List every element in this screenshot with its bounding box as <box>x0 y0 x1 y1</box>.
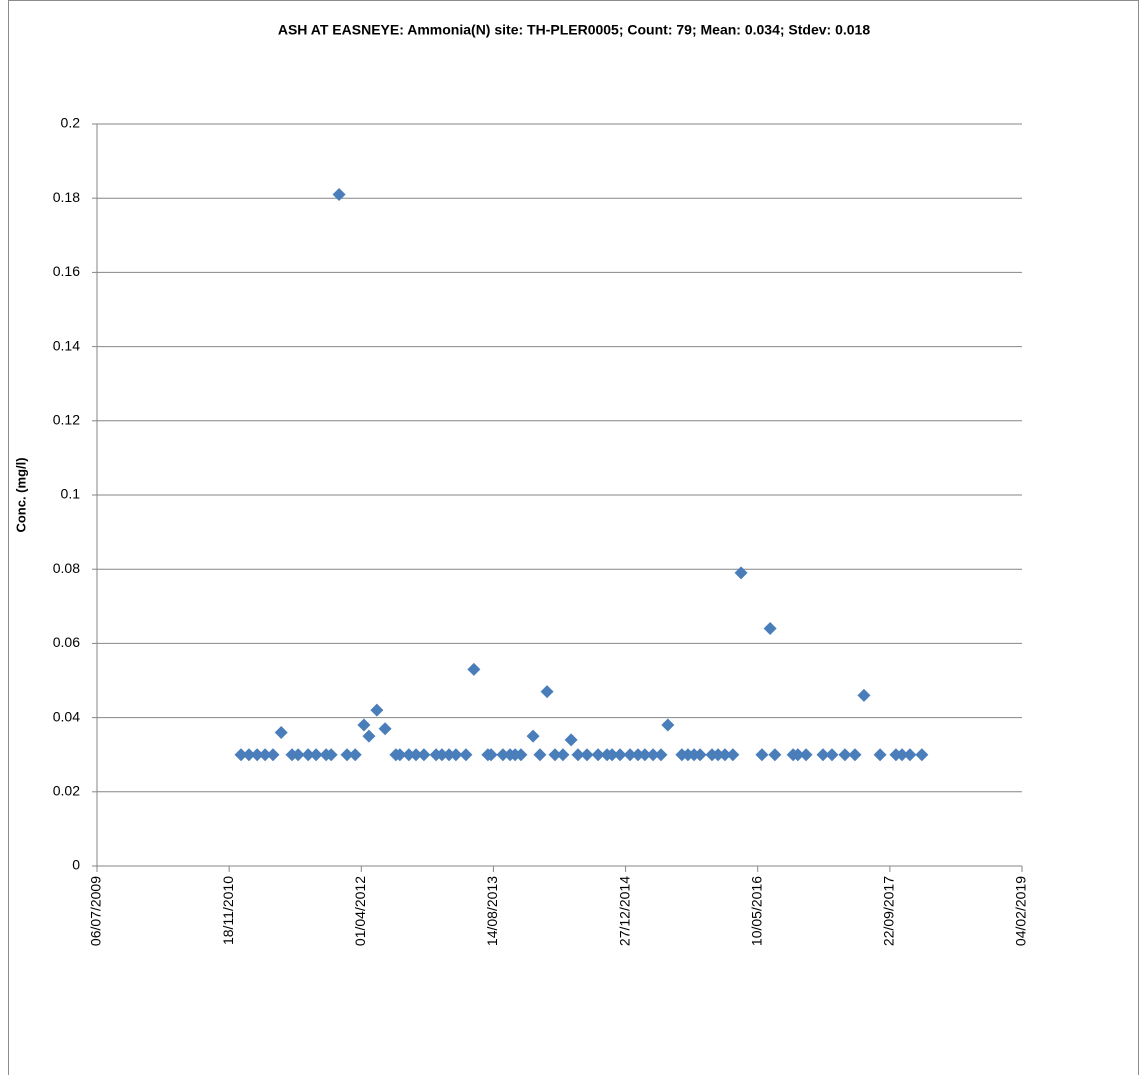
marker <box>514 748 528 762</box>
marker <box>540 685 554 699</box>
y-tick-label: 0.06 <box>53 634 80 650</box>
y-axis-label: Conc. (mg/l) <box>13 457 28 532</box>
marker <box>571 748 585 762</box>
y-tick-label: 0.04 <box>53 708 80 724</box>
marker <box>763 622 777 636</box>
marker <box>258 748 272 762</box>
marker <box>638 748 652 762</box>
y-tick-label: 0.1 <box>61 486 81 502</box>
marker <box>467 662 481 676</box>
y-tick-label: 0.18 <box>53 189 80 205</box>
y-tick-label: 0.12 <box>53 412 80 428</box>
y-tick-label: 0 <box>72 857 80 873</box>
marker <box>332 187 346 201</box>
marker <box>274 725 288 739</box>
marker <box>825 748 839 762</box>
x-tick-label: 10/05/2016 <box>748 876 764 946</box>
x-tick-label: 06/07/2009 <box>88 876 104 946</box>
marker <box>631 748 645 762</box>
marker <box>816 748 830 762</box>
marker <box>654 748 668 762</box>
marker <box>533 748 547 762</box>
marker <box>417 748 431 762</box>
marker <box>340 748 354 762</box>
marker <box>484 748 498 762</box>
marker <box>556 748 570 762</box>
chart-border <box>8 0 1139 1075</box>
marker <box>357 718 371 732</box>
marker <box>496 748 510 762</box>
marker <box>838 748 852 762</box>
y-tick-label: 0.08 <box>53 560 80 576</box>
marker <box>435 748 449 762</box>
marker <box>409 748 423 762</box>
y-tick-label: 0.16 <box>53 263 80 279</box>
marker <box>726 748 740 762</box>
y-tick-label: 0.2 <box>61 115 81 131</box>
marker <box>250 748 264 762</box>
marker <box>402 748 416 762</box>
x-tick-label: 22/09/2017 <box>881 876 897 946</box>
marker <box>449 748 463 762</box>
marker <box>548 748 562 762</box>
marker <box>348 748 362 762</box>
marker <box>915 748 929 762</box>
x-tick-label: 14/08/2013 <box>484 876 500 946</box>
marker <box>459 748 473 762</box>
marker <box>266 748 280 762</box>
marker <box>693 748 707 762</box>
marker <box>362 729 376 743</box>
marker <box>291 748 305 762</box>
x-tick-label: 01/04/2012 <box>352 876 368 946</box>
marker <box>623 748 637 762</box>
marker <box>580 748 594 762</box>
marker <box>646 748 660 762</box>
marker <box>309 748 323 762</box>
marker <box>848 748 862 762</box>
marker <box>661 718 675 732</box>
marker <box>768 748 782 762</box>
marker <box>526 729 540 743</box>
marker <box>873 748 887 762</box>
marker <box>791 748 805 762</box>
marker <box>895 748 909 762</box>
marker <box>799 748 813 762</box>
marker <box>718 748 732 762</box>
marker <box>564 733 578 747</box>
x-tick-label: 27/12/2014 <box>616 876 632 946</box>
marker <box>591 748 605 762</box>
marker <box>234 748 248 762</box>
marker <box>857 688 871 702</box>
marker <box>393 748 407 762</box>
marker <box>370 703 384 717</box>
marker <box>734 566 748 580</box>
x-tick-label: 18/11/2010 <box>220 876 236 945</box>
marker <box>711 748 725 762</box>
marker <box>324 748 338 762</box>
marker <box>442 748 456 762</box>
x-tick-label: 04/02/2019 <box>1013 876 1029 946</box>
marker <box>903 748 917 762</box>
marker <box>301 748 315 762</box>
y-tick-label: 0.02 <box>53 783 80 799</box>
chart-title: ASH AT EASNEYE: Ammonia(N) site: TH-PLER… <box>278 22 870 38</box>
marker <box>378 722 392 736</box>
y-tick-label: 0.14 <box>53 337 80 353</box>
marker <box>755 748 769 762</box>
marker <box>242 748 256 762</box>
marker <box>605 748 619 762</box>
marker <box>613 748 627 762</box>
